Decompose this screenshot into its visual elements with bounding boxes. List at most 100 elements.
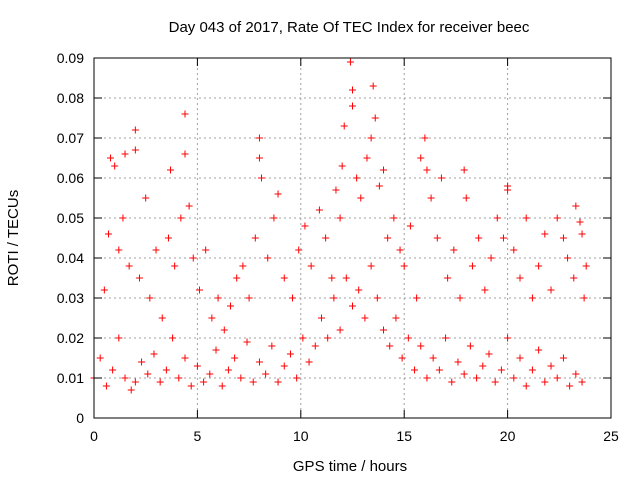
x-tick-label: 15 [396,428,412,444]
data-point [361,314,369,322]
data-point [576,218,584,226]
data-point [429,354,437,362]
data-point [115,334,123,342]
data-point [462,194,470,202]
data-point [251,234,259,242]
data-point [255,154,263,162]
data-point [522,382,530,390]
data-point [202,246,210,254]
data-points [90,58,590,394]
data-point [264,254,272,262]
data-point [249,378,257,386]
data-point [510,246,518,254]
data-point [185,202,193,210]
data-point [144,370,152,378]
y-tick-label: 0.04 [57,250,84,266]
data-point [396,246,404,254]
y-tick-label: 0.05 [57,210,84,226]
data-point [417,154,425,162]
data-point [460,370,468,378]
data-point [390,214,398,222]
data-point [384,234,392,242]
data-point [208,314,216,322]
data-point [541,230,549,238]
data-point [357,194,365,202]
data-point [475,234,483,242]
data-point [224,366,232,374]
data-point [349,102,356,110]
data-point [375,182,383,190]
data-point [349,86,356,94]
data-point [146,294,154,302]
data-point [239,262,247,270]
x-tick-label: 0 [90,428,98,444]
data-point [456,294,464,302]
y-tick-label: 0.02 [57,330,84,346]
data-point [566,382,574,390]
chart-title: Day 043 of 2017, Rate Of TEC Index for r… [169,19,530,36]
data-point [336,214,344,222]
data-point [342,274,350,282]
data-point [315,206,323,214]
data-point [528,294,536,302]
data-point [578,378,586,386]
data-point [340,122,348,130]
data-point [121,374,129,382]
data-point [541,378,549,386]
data-point [152,246,160,254]
data-point [181,110,189,118]
data-point [162,366,170,374]
data-point [322,234,330,242]
data-point [421,134,429,142]
data-point [448,378,456,386]
data-point [338,162,346,170]
data-point [499,234,507,242]
data-point [274,378,282,386]
data-point [156,378,164,386]
data-point [295,246,303,254]
data-point [504,186,512,194]
data-point [497,366,505,374]
data-point [487,254,495,262]
data-point [504,334,512,342]
data-point [578,230,586,238]
data-point [220,326,228,334]
data-point [553,374,561,382]
data-point [373,294,381,302]
data-point [535,346,543,354]
x-axis-ticks: 0 5 10 15 20 25 [90,58,619,444]
y-tick-label: 0.09 [57,50,84,66]
data-point [226,302,234,310]
data-point [258,174,266,182]
data-point [214,294,222,302]
data-point [167,166,175,174]
data-point [305,358,313,366]
y-tick-label: 0.03 [57,290,84,306]
data-point [392,314,400,322]
y-tick-label: 0.07 [57,130,84,146]
data-point [189,254,197,262]
data-point [131,378,139,386]
data-point [164,234,172,242]
data-point [243,338,251,346]
data-point [572,370,580,378]
data-point [121,150,129,158]
x-tick-label: 25 [603,428,619,444]
data-point [299,334,307,342]
data-point [135,274,143,282]
x-tick-label: 10 [293,428,309,444]
data-point [346,58,354,66]
data-point [127,386,135,394]
data-point [100,286,108,294]
data-point [516,354,524,362]
data-point [280,274,288,282]
data-point [380,166,388,174]
data-point [454,358,462,366]
data-point [307,262,315,270]
data-point [369,82,377,90]
data-point [570,274,578,282]
data-point [404,334,412,342]
data-point [125,262,133,270]
data-point [510,374,518,382]
